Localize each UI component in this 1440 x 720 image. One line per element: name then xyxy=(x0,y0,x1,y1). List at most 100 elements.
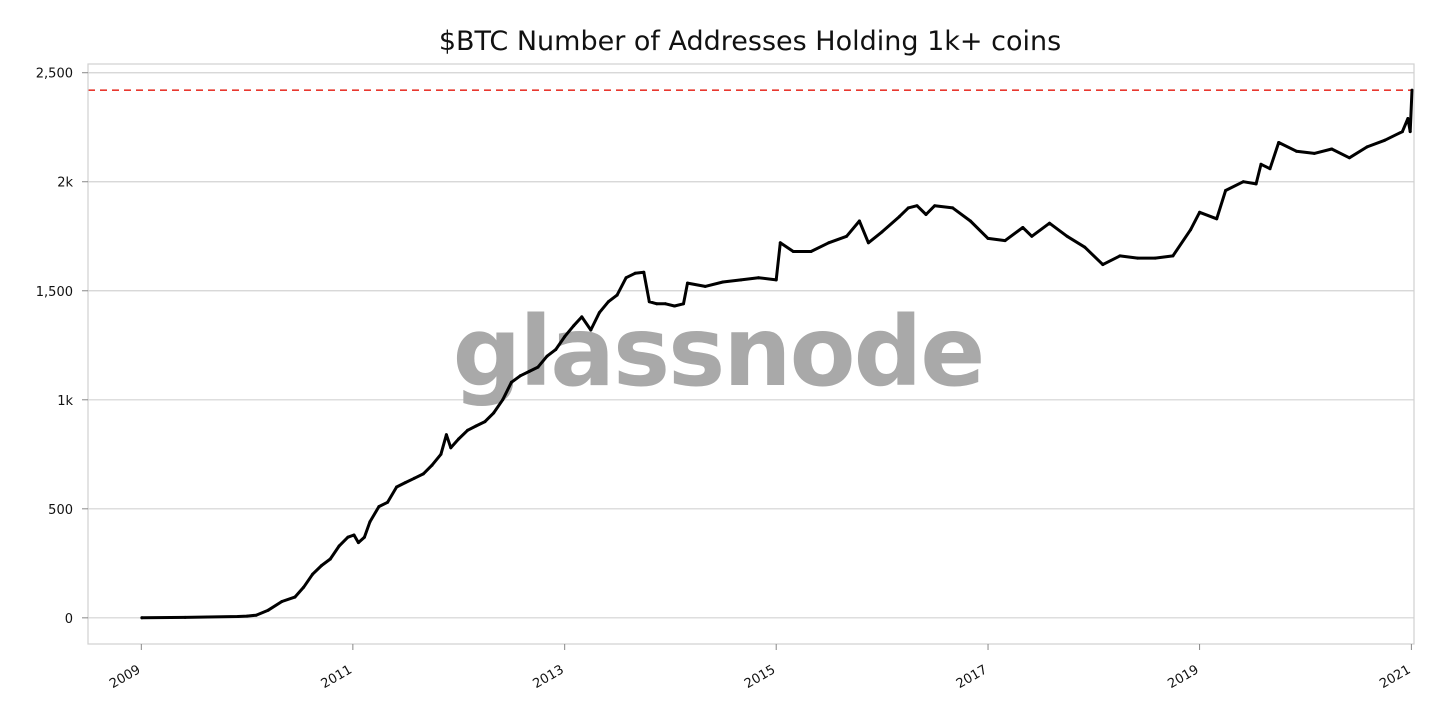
y-tick-label: 2k xyxy=(57,176,73,191)
data-point xyxy=(536,365,540,369)
data-point xyxy=(302,585,306,589)
plot-frame xyxy=(87,63,1415,645)
x-tick-label: 2015 xyxy=(742,662,778,692)
data-point xyxy=(254,613,258,617)
data-point xyxy=(563,335,567,339)
data-point xyxy=(655,302,659,306)
data-point xyxy=(664,302,667,306)
chart-title: $BTC Number of Addresses Holding 1k+ coi… xyxy=(439,26,1061,57)
data-point xyxy=(183,615,187,619)
y-axis: 0 500 1k 1,500 2k 2,500 xyxy=(36,67,88,627)
data-point xyxy=(933,204,937,208)
data-point xyxy=(686,281,689,285)
data-point xyxy=(897,215,901,219)
data-point xyxy=(444,433,448,437)
data-point xyxy=(1153,256,1157,260)
data-point xyxy=(624,276,628,280)
y-tick-label: 2,500 xyxy=(36,67,73,82)
data-point xyxy=(140,616,144,620)
data-point xyxy=(880,230,884,234)
data-point xyxy=(474,424,478,428)
data-point xyxy=(509,380,513,384)
x-tick-label: 2021 xyxy=(1377,662,1413,692)
data-point xyxy=(483,420,487,424)
data-point xyxy=(1118,254,1122,258)
data-point xyxy=(492,411,496,415)
data-point xyxy=(430,463,434,467)
data-point xyxy=(1347,156,1351,160)
data-point xyxy=(703,284,707,288)
x-tick-label: 2019 xyxy=(1165,662,1201,692)
data-point xyxy=(1224,189,1228,192)
data-point xyxy=(439,452,443,456)
data-point xyxy=(1101,263,1105,267)
data-point xyxy=(320,564,324,567)
data-point xyxy=(466,428,470,432)
data-point xyxy=(951,206,955,210)
y-tick-label: 1,500 xyxy=(36,285,73,300)
data-point xyxy=(845,234,849,238)
data-point xyxy=(1400,130,1404,134)
data-point xyxy=(915,204,919,208)
data-point xyxy=(554,348,558,352)
data-point xyxy=(1259,162,1263,166)
data-point xyxy=(1189,228,1193,232)
data-point xyxy=(1083,245,1087,249)
data-point xyxy=(1408,130,1412,134)
data-point xyxy=(757,276,760,280)
data-point xyxy=(280,600,284,603)
data-point xyxy=(403,481,407,485)
data-point xyxy=(1136,256,1140,260)
data-point xyxy=(236,615,240,618)
data-point xyxy=(337,544,341,548)
y-tick-label: 1k xyxy=(57,394,73,409)
data-point xyxy=(356,541,360,545)
data-point xyxy=(827,241,831,245)
data-point xyxy=(791,250,795,253)
data-point xyxy=(1048,221,1051,225)
data-point xyxy=(673,304,676,308)
data-point xyxy=(739,278,743,282)
data-point xyxy=(412,476,416,480)
data-point xyxy=(580,315,584,319)
data-point xyxy=(1198,210,1202,214)
data-point xyxy=(501,398,505,402)
watermark-logo: glassnode xyxy=(453,296,984,408)
data-point xyxy=(1383,138,1387,142)
y-tick-label: 0 xyxy=(65,612,73,627)
data-point xyxy=(1254,182,1258,186)
gridlines xyxy=(88,72,1414,619)
x-tick-label: 2013 xyxy=(531,662,567,692)
data-point xyxy=(1030,234,1034,238)
data-point xyxy=(1065,234,1069,238)
data-point xyxy=(968,219,972,223)
x-axis: 2009 2011 2013 2015 2017 2019 2021 xyxy=(107,644,1413,692)
data-point xyxy=(395,485,399,489)
data-point xyxy=(1171,254,1175,258)
data-point xyxy=(857,219,861,223)
data-point xyxy=(906,206,910,210)
data-point xyxy=(421,472,425,476)
data-point xyxy=(449,446,453,450)
data-point xyxy=(1330,147,1334,151)
data-point xyxy=(1268,167,1272,171)
data-point xyxy=(589,328,593,332)
data-point xyxy=(606,300,610,304)
data-point xyxy=(311,572,315,576)
data-point xyxy=(346,535,350,539)
data-point xyxy=(1294,149,1298,153)
data-point xyxy=(1406,117,1410,120)
data-point xyxy=(527,369,531,373)
data-point xyxy=(1215,217,1219,221)
data-point xyxy=(386,500,390,504)
data-point xyxy=(368,520,372,524)
data-point xyxy=(545,354,549,358)
data-point xyxy=(1003,239,1007,243)
data-point xyxy=(647,300,651,304)
x-tick-label: 2011 xyxy=(319,662,355,692)
data-point xyxy=(1410,88,1414,92)
data-point xyxy=(572,324,576,328)
data-point xyxy=(377,505,381,509)
